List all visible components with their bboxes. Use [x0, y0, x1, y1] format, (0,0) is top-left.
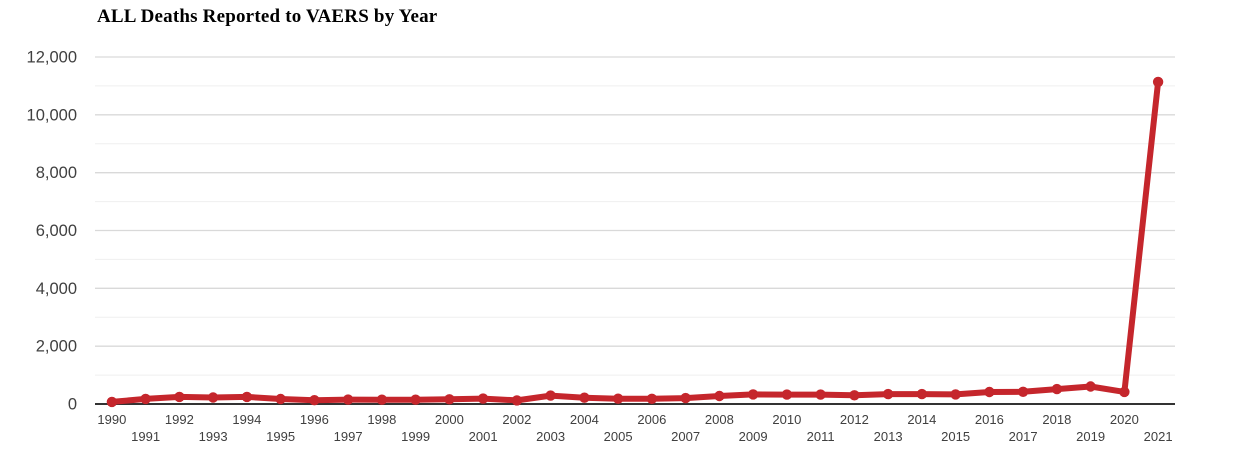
x-tick-label: 2019 — [1076, 429, 1105, 444]
y-tick-label: 6,000 — [36, 222, 77, 240]
data-point — [680, 392, 691, 404]
x-axis-labels: 1990 1991 1992 1993 1994 1995 1996 1997 1998 1999… — [97, 412, 1172, 444]
x-tick-label: 1996 — [300, 412, 329, 427]
y-minor-gridlines — [95, 85, 1175, 376]
data-point — [207, 392, 219, 403]
x-tick-label: 2015 — [941, 429, 970, 444]
y-major-gridlines — [95, 56, 1175, 347]
data-point — [376, 394, 388, 405]
data-point — [579, 392, 590, 403]
data-point — [1051, 383, 1063, 395]
x-tick-label: 2007 — [671, 429, 700, 444]
x-tick-label: 1992 — [165, 412, 194, 427]
data-point — [241, 391, 253, 403]
x-tick-label: 1994 — [232, 412, 261, 427]
x-tick-label: 2006 — [637, 412, 666, 427]
x-tick-label: 2017 — [1009, 429, 1038, 444]
data-point — [511, 395, 523, 406]
data-point — [882, 388, 894, 400]
data-point — [410, 394, 421, 405]
x-tick-label: 1993 — [199, 429, 228, 444]
x-tick-label: 2008 — [705, 412, 734, 427]
x-tick-label: 2020 — [1110, 412, 1139, 427]
data-point — [275, 393, 286, 405]
data-point — [950, 389, 961, 400]
data-series-line — [108, 78, 1162, 405]
x-tick-label: 1990 — [97, 412, 126, 427]
data-point — [477, 393, 489, 404]
x-tick-label: 2001 — [469, 429, 498, 444]
data-point — [444, 394, 455, 405]
data-point — [714, 390, 725, 402]
x-tick-label: 2005 — [604, 429, 633, 444]
data-point — [781, 389, 793, 400]
data-point — [174, 391, 185, 403]
data-point — [106, 396, 118, 408]
data-point — [342, 394, 354, 405]
data-point — [1017, 386, 1029, 397]
data-point — [916, 388, 928, 400]
y-tick-label: 10,000 — [27, 106, 77, 124]
x-tick-label: 2014 — [907, 412, 936, 427]
data-point — [309, 395, 320, 406]
x-tick-label: 2004 — [570, 412, 599, 427]
x-tick-label: 1997 — [334, 429, 363, 444]
x-tick-label: 2018 — [1042, 412, 1071, 427]
data-point — [1085, 381, 1096, 392]
data-point — [815, 389, 826, 400]
x-tick-label: 2011 — [807, 429, 835, 444]
chart-title: ALL Deaths Reported to VAERS by Year — [97, 6, 438, 27]
x-tick-label: 2010 — [772, 412, 801, 427]
x-tick-label: 2012 — [840, 412, 869, 427]
y-axis-labels: 0 2,000 4,000 6,000 8,000 10,000 12,000 — [27, 49, 77, 414]
y-tick-label: 4,000 — [36, 280, 77, 298]
x-tick-label: 2009 — [739, 429, 768, 444]
data-point — [140, 393, 151, 405]
x-tick-label: 2003 — [536, 429, 565, 444]
x-tick-label: 2013 — [874, 429, 903, 444]
data-point — [1119, 386, 1130, 398]
x-tick-label: 2002 — [502, 412, 531, 427]
x-tick-label: 1991 — [131, 429, 160, 444]
data-point — [984, 386, 995, 398]
x-tick-label: 2000 — [435, 412, 464, 427]
y-tick-label: 12,000 — [27, 49, 77, 67]
y-tick-label: 2,000 — [36, 338, 77, 356]
y-tick-label: 8,000 — [36, 164, 77, 182]
x-tick-label: 2021 — [1144, 429, 1173, 444]
x-tick-label: 2016 — [975, 412, 1004, 427]
data-point — [747, 389, 759, 400]
x-tick-label: 1995 — [266, 429, 295, 444]
data-point — [646, 393, 658, 404]
data-point — [612, 393, 624, 404]
data-point — [1152, 76, 1164, 88]
x-tick-label: 1999 — [401, 429, 430, 444]
data-points — [106, 76, 1164, 408]
x-tick-label: 1998 — [367, 412, 396, 427]
data-point — [849, 390, 860, 401]
data-point — [545, 390, 556, 401]
y-tick-label: 0 — [68, 396, 77, 414]
